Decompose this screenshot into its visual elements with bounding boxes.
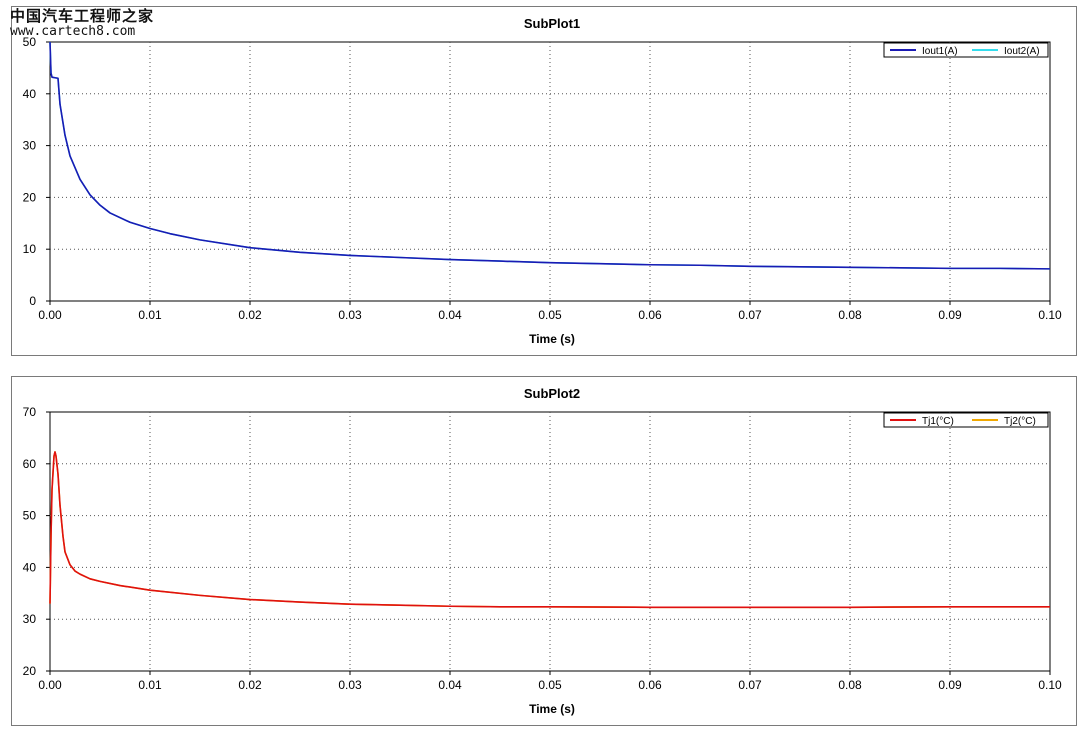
x-tick-label: 0.07 [738,308,762,322]
x-tick-label: 0.04 [438,678,462,692]
chart-title: SubPlot2 [524,386,580,401]
y-tick-label: 20 [23,664,37,678]
y-tick-label: 40 [23,560,37,574]
subplot2-chart: SubPlot2 0.00 0.01 0.02 0.03 0.04 0.05 0.06 0.07… [23,386,1062,716]
x-tick-label: 0.04 [438,308,462,322]
x-tick-label: 0.05 [538,308,562,322]
y-tick-label: 30 [23,612,37,626]
x-tick-label: 0.01 [138,678,162,692]
y-tick-label: 10 [23,242,37,256]
watermark-url: www.cartech8.com [10,23,136,39]
x-tick-label: 0.09 [938,678,962,692]
x-tick-label: 0.03 [338,678,362,692]
x-axis-label: Time (s) [529,702,575,716]
watermark-title: 中国汽车工程师之家 [10,7,155,25]
y-tick-label: 70 [23,405,37,419]
x-tick-label: 0.06 [638,308,662,322]
x-tick-label: 0.05 [538,678,562,692]
x-axis-label: Time (s) [529,332,575,346]
x-tick-label: 0.03 [338,308,362,322]
y-tick-label: 50 [23,509,37,523]
x-tick-label: 0.02 [238,308,262,322]
y-tick-label: 50 [23,35,37,49]
legend-label-1: Tj1(°C) [922,416,954,427]
series-line-1 [49,41,1051,270]
series-line-1 [49,451,1050,609]
x-tick-label: 0.08 [838,678,862,692]
plot-area [49,41,1051,302]
subplot2-panel: SubPlot2 0.00 0.01 0.02 0.03 0.04 0.05 0.06 0.07… [11,376,1077,726]
subplot1-panel: SubPlot1 0.00 0.01 0.02 0.03 0.04 0.05 0.06 0.07… [11,6,1077,356]
y-tick-label: 60 [23,457,37,471]
y-tick-label: 0 [29,294,36,308]
x-tick-label: 0.07 [738,678,762,692]
x-tick-label: 0.10 [1038,308,1062,322]
x-tick-label: 0.01 [138,308,162,322]
legend-box [883,412,1049,428]
x-tick-label: 0.02 [238,678,262,692]
x-tick-label: 0.10 [1038,678,1062,692]
y-tick-label: 40 [23,87,37,101]
legend-label-1: Iout1(A) [922,46,958,57]
x-tick-label: 0.09 [938,308,962,322]
x-tick-label: 0.00 [38,678,62,692]
x-tick-label: 0.08 [838,308,862,322]
subplot1-chart: SubPlot1 0.00 0.01 0.02 0.03 0.04 0.05 0.06 0.07… [23,16,1062,346]
x-tick-label: 0.00 [38,308,62,322]
y-tick-label: 20 [23,190,37,204]
chart-title: SubPlot1 [524,16,580,31]
watermark: 中国汽车工程师之家 www.cartech8.com [10,8,154,39]
legend-label-2: Iout2(A) [1004,46,1040,57]
x-tick-label: 0.06 [638,678,662,692]
y-tick-label: 30 [23,139,37,153]
legend-box [883,42,1049,58]
legend-label-2: Tj2(°C) [1004,416,1036,427]
plot-area [49,411,1051,672]
